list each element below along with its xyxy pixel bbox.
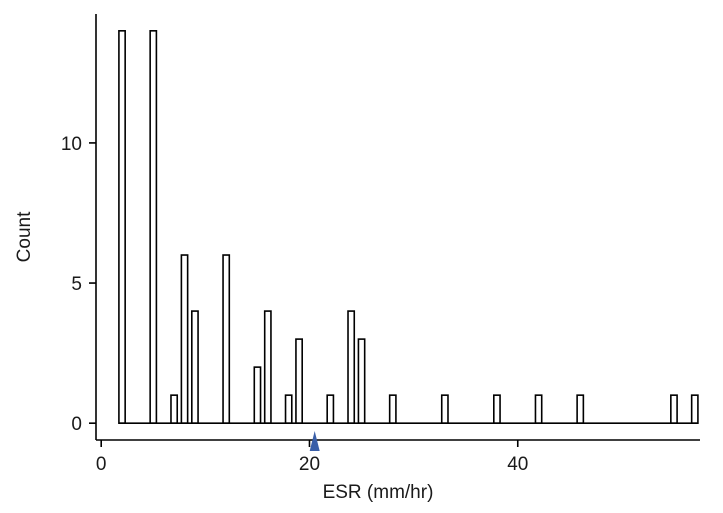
bar-esr-33 (440, 394, 449, 424)
bar-esr-12 (222, 254, 231, 424)
x-axis-title: ESR (mm/hr) (323, 482, 434, 503)
bar-esr-16 (263, 310, 272, 424)
bar-esr-8 (180, 254, 189, 424)
bar-esr-2 (118, 30, 126, 424)
bar-esr-19 (295, 338, 303, 424)
bar-esr-7 (170, 394, 179, 424)
bar-esr-57 (690, 394, 699, 424)
bar-esr-28 (388, 394, 397, 424)
bar-esr-42 (534, 394, 543, 424)
bar-esr-38 (493, 394, 501, 424)
y-tick-label-10: 10 (61, 134, 82, 155)
y-tick-label-0: 0 (71, 414, 82, 435)
y-tick-label-5: 5 (71, 274, 82, 295)
bar-esr-18 (284, 394, 293, 424)
bar-esr-25 (357, 338, 366, 424)
bar-esr-5 (149, 30, 158, 424)
bar-esr-55 (670, 394, 678, 424)
y-axis-title: Count (14, 211, 35, 262)
median-marker-triangle (309, 431, 320, 451)
axes-layer (95, 14, 700, 441)
bars-layer (118, 30, 699, 424)
x-tick-label-20: 20 (299, 454, 320, 475)
x-tick-label-40: 40 (507, 454, 528, 475)
bar-esr-9 (191, 310, 199, 424)
x-tick-label-0: 0 (96, 454, 107, 475)
bar-esr-22 (326, 394, 335, 424)
bar-esr-24 (347, 310, 356, 424)
ticks-layer: 0 20 40 0 5 10 (61, 134, 528, 475)
bar-esr-15 (253, 366, 262, 424)
marker-layer (309, 431, 320, 451)
bar-esr-46 (576, 394, 585, 424)
